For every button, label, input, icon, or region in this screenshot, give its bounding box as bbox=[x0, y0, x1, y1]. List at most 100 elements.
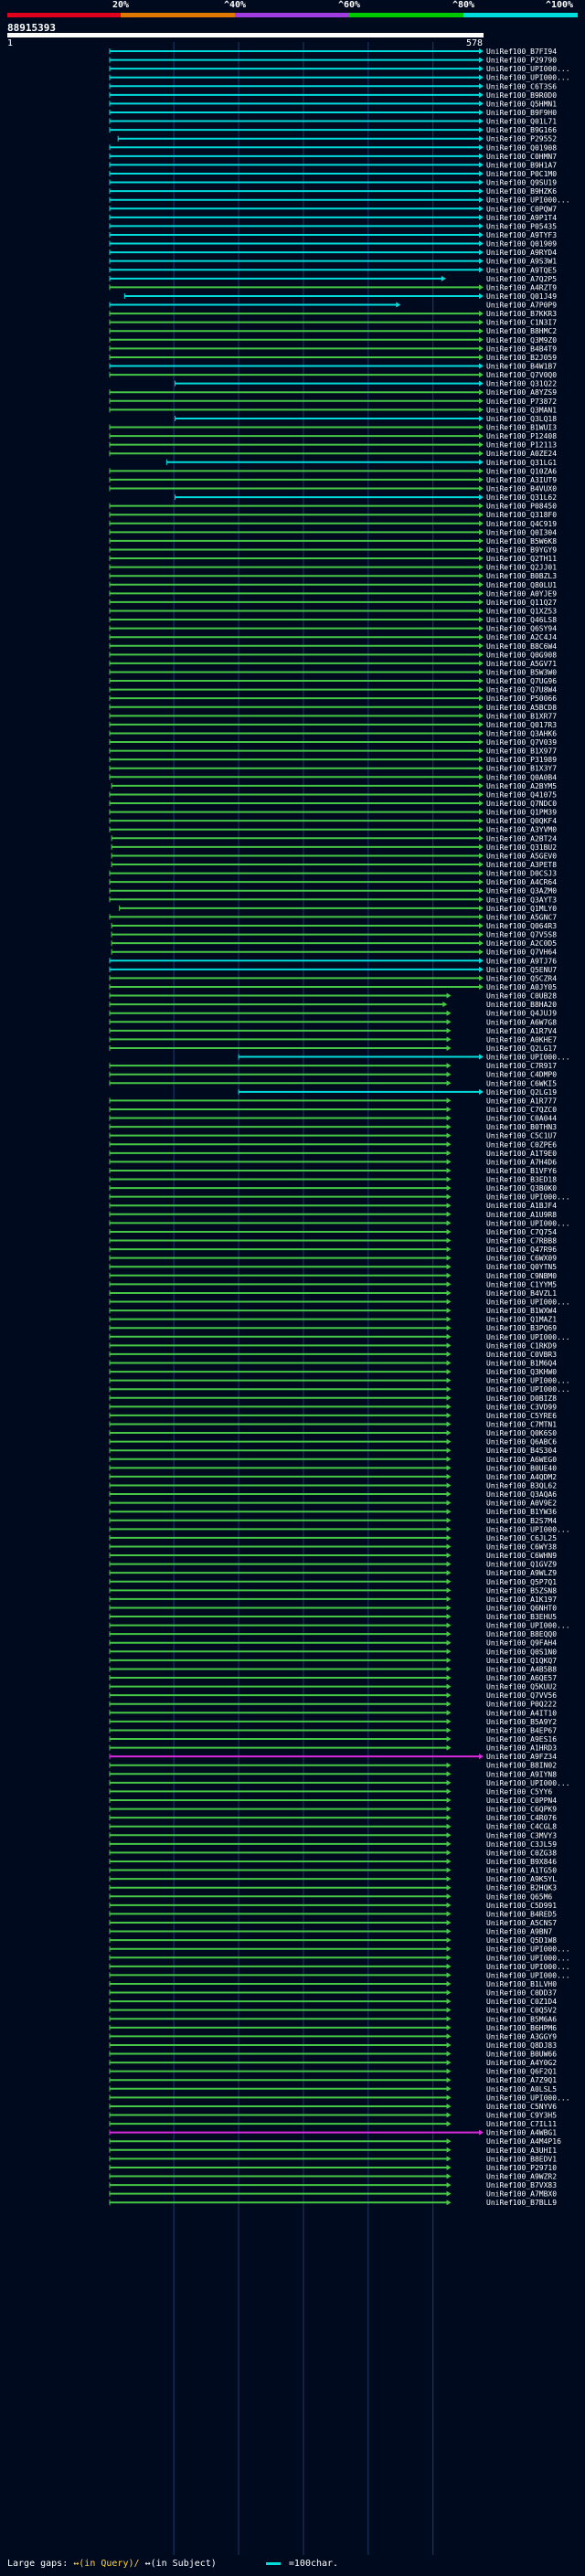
hit-label: UniRef100_UPI000... bbox=[486, 1219, 570, 1227]
hit-label: UniRef100_Q7UG96 bbox=[486, 677, 557, 685]
hit-label: UniRef100_C5YRE6 bbox=[486, 1412, 557, 1420]
hit-end-arrow bbox=[479, 380, 484, 387]
hit-label: UniRef100_B7FI94 bbox=[486, 48, 557, 56]
hit-row: UniRef100_B5A9Y2 bbox=[109, 1718, 557, 1726]
hit-label: UniRef100_A1K197 bbox=[486, 1595, 557, 1604]
hit-row: UniRef100_C4R076 bbox=[109, 1814, 557, 1822]
hit-end-arrow bbox=[479, 249, 484, 256]
hit-label: UniRef100_C3MVY3 bbox=[486, 1831, 557, 1839]
hit-end-arrow bbox=[479, 713, 484, 719]
hit-end-arrow bbox=[446, 2051, 452, 2057]
hit-end-arrow bbox=[479, 809, 484, 815]
hit-end-arrow bbox=[446, 1203, 452, 1209]
hit-end-arrow bbox=[446, 2173, 452, 2179]
hit-label: UniRef100_A2BYM5 bbox=[486, 782, 557, 790]
hit-label: UniRef100_Q31BU2 bbox=[486, 843, 557, 852]
hit-label: UniRef100_A1R7V4 bbox=[486, 1027, 557, 1035]
hit-end-arrow bbox=[446, 1404, 452, 1410]
hit-row: UniRef100_Q4C919 bbox=[109, 520, 557, 528]
hit-row: UniRef100_Q7V039 bbox=[109, 738, 557, 747]
hit-label: UniRef100_A1U9R8 bbox=[486, 1211, 557, 1219]
hit-row: UniRef100_Q318F0 bbox=[109, 511, 557, 519]
hit-label: UniRef100_B3PQ69 bbox=[486, 1324, 557, 1332]
hit-end-arrow bbox=[479, 862, 484, 868]
hit-end-arrow bbox=[446, 1718, 452, 1724]
hit-end-arrow bbox=[479, 354, 484, 360]
hit-end-arrow bbox=[479, 800, 484, 807]
hit-row: UniRef100_B1XR77 bbox=[109, 712, 557, 720]
hit-end-arrow bbox=[479, 634, 484, 641]
hit-label: UniRef100_A4RZT9 bbox=[486, 283, 557, 292]
hit-end-arrow bbox=[446, 1228, 452, 1235]
hit-end-arrow bbox=[446, 1605, 452, 1611]
hit-end-arrow bbox=[479, 590, 484, 597]
hit-label: UniRef100_A0YJE9 bbox=[486, 589, 557, 598]
hit-label: UniRef100_Q7V039 bbox=[486, 738, 557, 747]
hit-end-arrow bbox=[446, 1867, 452, 1873]
hit-label: UniRef100_C5C1U7 bbox=[486, 1132, 557, 1140]
hit-label: UniRef100_B2J059 bbox=[486, 354, 557, 362]
hit-end-arrow bbox=[446, 1998, 452, 2005]
hit-row: UniRef100_UPI000... bbox=[109, 1299, 570, 1307]
hit-label: UniRef100_A5GV71 bbox=[486, 660, 557, 668]
hit-row: UniRef100_Q31L62 bbox=[175, 493, 557, 502]
hit-row: UniRef100_Q1PM39 bbox=[109, 809, 557, 817]
hit-row: UniRef100_A7MBX0 bbox=[109, 2190, 557, 2199]
hit-end-arrow bbox=[479, 940, 484, 947]
hit-row: UniRef100_A1U9R8 bbox=[109, 1211, 557, 1219]
scale-label-100: ^100% bbox=[545, 0, 574, 10]
hit-row: UniRef100_C0DD37 bbox=[109, 1989, 557, 1998]
hit-label: UniRef100_A1R777 bbox=[486, 1097, 557, 1105]
gap-subject-label: ↔(in Subject) bbox=[144, 2559, 217, 2569]
hit-end-arrow bbox=[479, 853, 484, 859]
hit-label: UniRef100_A9S3W1 bbox=[486, 258, 557, 266]
hit-end-arrow bbox=[446, 1412, 452, 1418]
hit-label: UniRef100_Q0I304 bbox=[486, 528, 557, 536]
hit-row: UniRef100_C4DMP0 bbox=[109, 1071, 557, 1079]
hit-row: UniRef100_C1N3I7 bbox=[109, 319, 557, 327]
hit-label: UniRef100_C5NYV6 bbox=[486, 2103, 557, 2111]
hit-label: UniRef100_A4CR64 bbox=[486, 878, 557, 886]
hit-row: UniRef100_Q7V5S8 bbox=[111, 931, 557, 939]
hit-end-arrow bbox=[479, 765, 484, 771]
hit-end-arrow bbox=[479, 196, 484, 203]
hit-row: UniRef100_A9S3W1 bbox=[109, 258, 557, 266]
hit-end-arrow bbox=[446, 1666, 452, 1672]
hit-end-arrow bbox=[446, 2112, 452, 2118]
hit-label: UniRef100_Q9FAH4 bbox=[486, 1639, 557, 1648]
hit-end-arrow bbox=[479, 774, 484, 780]
hit-end-arrow bbox=[446, 1027, 452, 1034]
hit-row: UniRef100_Q1MAZ1 bbox=[109, 1316, 557, 1324]
hit-end-arrow bbox=[479, 66, 484, 72]
hit-end-arrow bbox=[446, 1928, 452, 1935]
hit-row: UniRef100_P31989 bbox=[109, 756, 557, 764]
hit-label: UniRef100_UPI000... bbox=[486, 1193, 570, 1202]
hit-end-arrow bbox=[446, 2182, 452, 2189]
hit-row: UniRef100_C0VBR3 bbox=[109, 1351, 557, 1359]
hit-end-arrow bbox=[479, 206, 484, 212]
hit-label: UniRef100_B8EQQ0 bbox=[486, 1630, 557, 1638]
scale-segment-purple bbox=[235, 13, 349, 17]
hit-row: UniRef100_D0CSJ3 bbox=[109, 870, 557, 878]
hit-label: UniRef100_C9Y3H5 bbox=[486, 2112, 557, 2120]
hit-label: UniRef100_B4VZL1 bbox=[486, 1289, 557, 1298]
hit-end-arrow bbox=[446, 1421, 452, 1427]
hit-row: UniRef100_C4CGL8 bbox=[109, 1823, 557, 1831]
hit-label: UniRef100_P73872 bbox=[486, 398, 557, 406]
hit-end-arrow bbox=[446, 1963, 452, 1969]
hit-row: UniRef100_C9Y3H5 bbox=[109, 2112, 557, 2120]
hit-row: UniRef100_Q6SY94 bbox=[109, 625, 557, 633]
hit-row: UniRef100_A5GEV0 bbox=[111, 852, 557, 860]
gap-query-label: ↔(in Query)/ bbox=[73, 2559, 140, 2569]
hit-row: UniRef100_A3PET8 bbox=[111, 861, 557, 869]
hit-end-arrow bbox=[479, 162, 484, 168]
hit-label: UniRef100_B9G166 bbox=[486, 126, 557, 134]
hit-row: UniRef100_B4RED5 bbox=[109, 1910, 557, 1918]
hit-end-arrow bbox=[479, 625, 484, 631]
hit-row: UniRef100_Q2JJ01 bbox=[109, 564, 557, 572]
hit-row: UniRef100_A1HRD3 bbox=[109, 1744, 557, 1753]
hit-label: UniRef100_A9WZR2 bbox=[486, 2173, 557, 2181]
hit-label: UniRef100_UPI000... bbox=[486, 1945, 570, 1954]
scale-segment-cyan bbox=[463, 13, 578, 17]
